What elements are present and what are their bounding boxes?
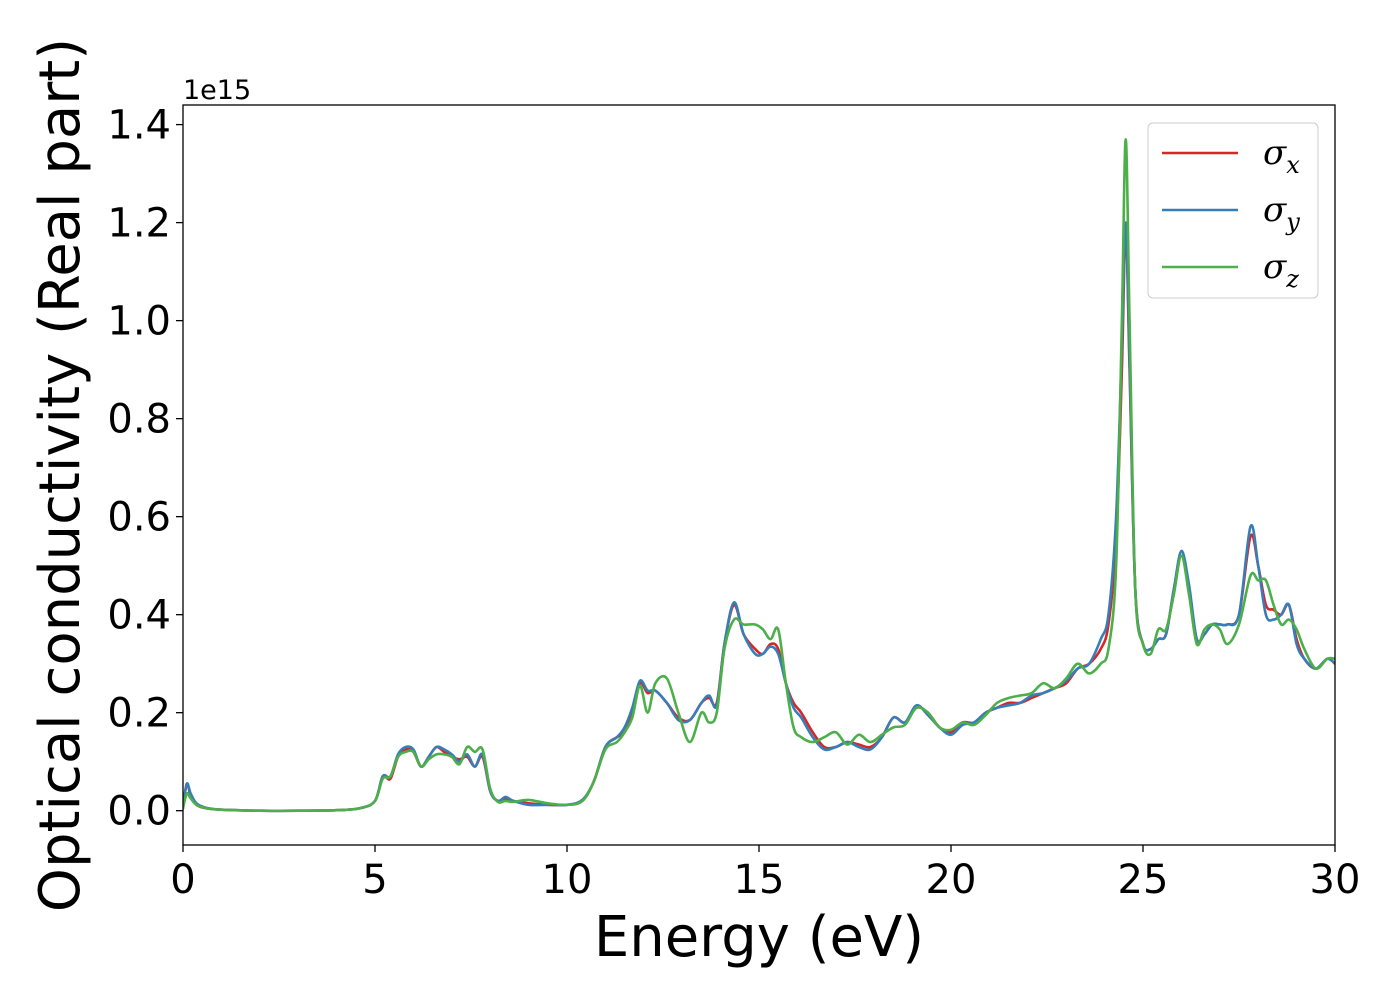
legend-label-x: σx <box>1263 133 1300 179</box>
x-tick-label: 5 <box>362 857 387 903</box>
y-tick-label: 1.0 <box>107 299 171 345</box>
series-lines <box>183 138 1335 813</box>
x-tick-label: 30 <box>1310 857 1361 903</box>
y-tick-label: 0.2 <box>107 691 171 737</box>
y-axis-title: Optical conductivity (Real part) <box>28 38 93 912</box>
y-tick-label: 0.8 <box>107 397 171 443</box>
x-tick-label: 15 <box>734 857 785 903</box>
x-tick-label: 10 <box>542 857 593 903</box>
y-tick-label: 0.0 <box>107 789 171 835</box>
y-tick-label: 0.6 <box>107 495 171 541</box>
y-tick-label: 1.2 <box>107 201 171 247</box>
x-tick-label: 0 <box>170 857 195 903</box>
y-tick-label: 1.4 <box>107 103 171 149</box>
x-axis-ticks: 0 5 10 15 20 25 30 <box>170 845 1360 903</box>
legend-label-y: σy <box>1263 190 1300 236</box>
legend-label-z: σz <box>1263 247 1299 293</box>
plot-frame <box>182 104 1336 846</box>
legend: σx σy σz <box>1147 122 1319 299</box>
y-tick-label: 0.4 <box>107 593 171 639</box>
plot-background <box>183 105 1335 845</box>
x-tick-label: 20 <box>926 857 977 903</box>
y-axis-ticks: 0.0 0.2 0.4 0.6 0.8 1.0 1.2 1.4 <box>107 103 183 835</box>
x-tick-label: 25 <box>1118 857 1169 903</box>
series-line-z <box>183 138 1335 813</box>
y-offset-label: 1e15 <box>183 75 251 106</box>
x-axis-title: Energy (eV) <box>594 905 924 970</box>
